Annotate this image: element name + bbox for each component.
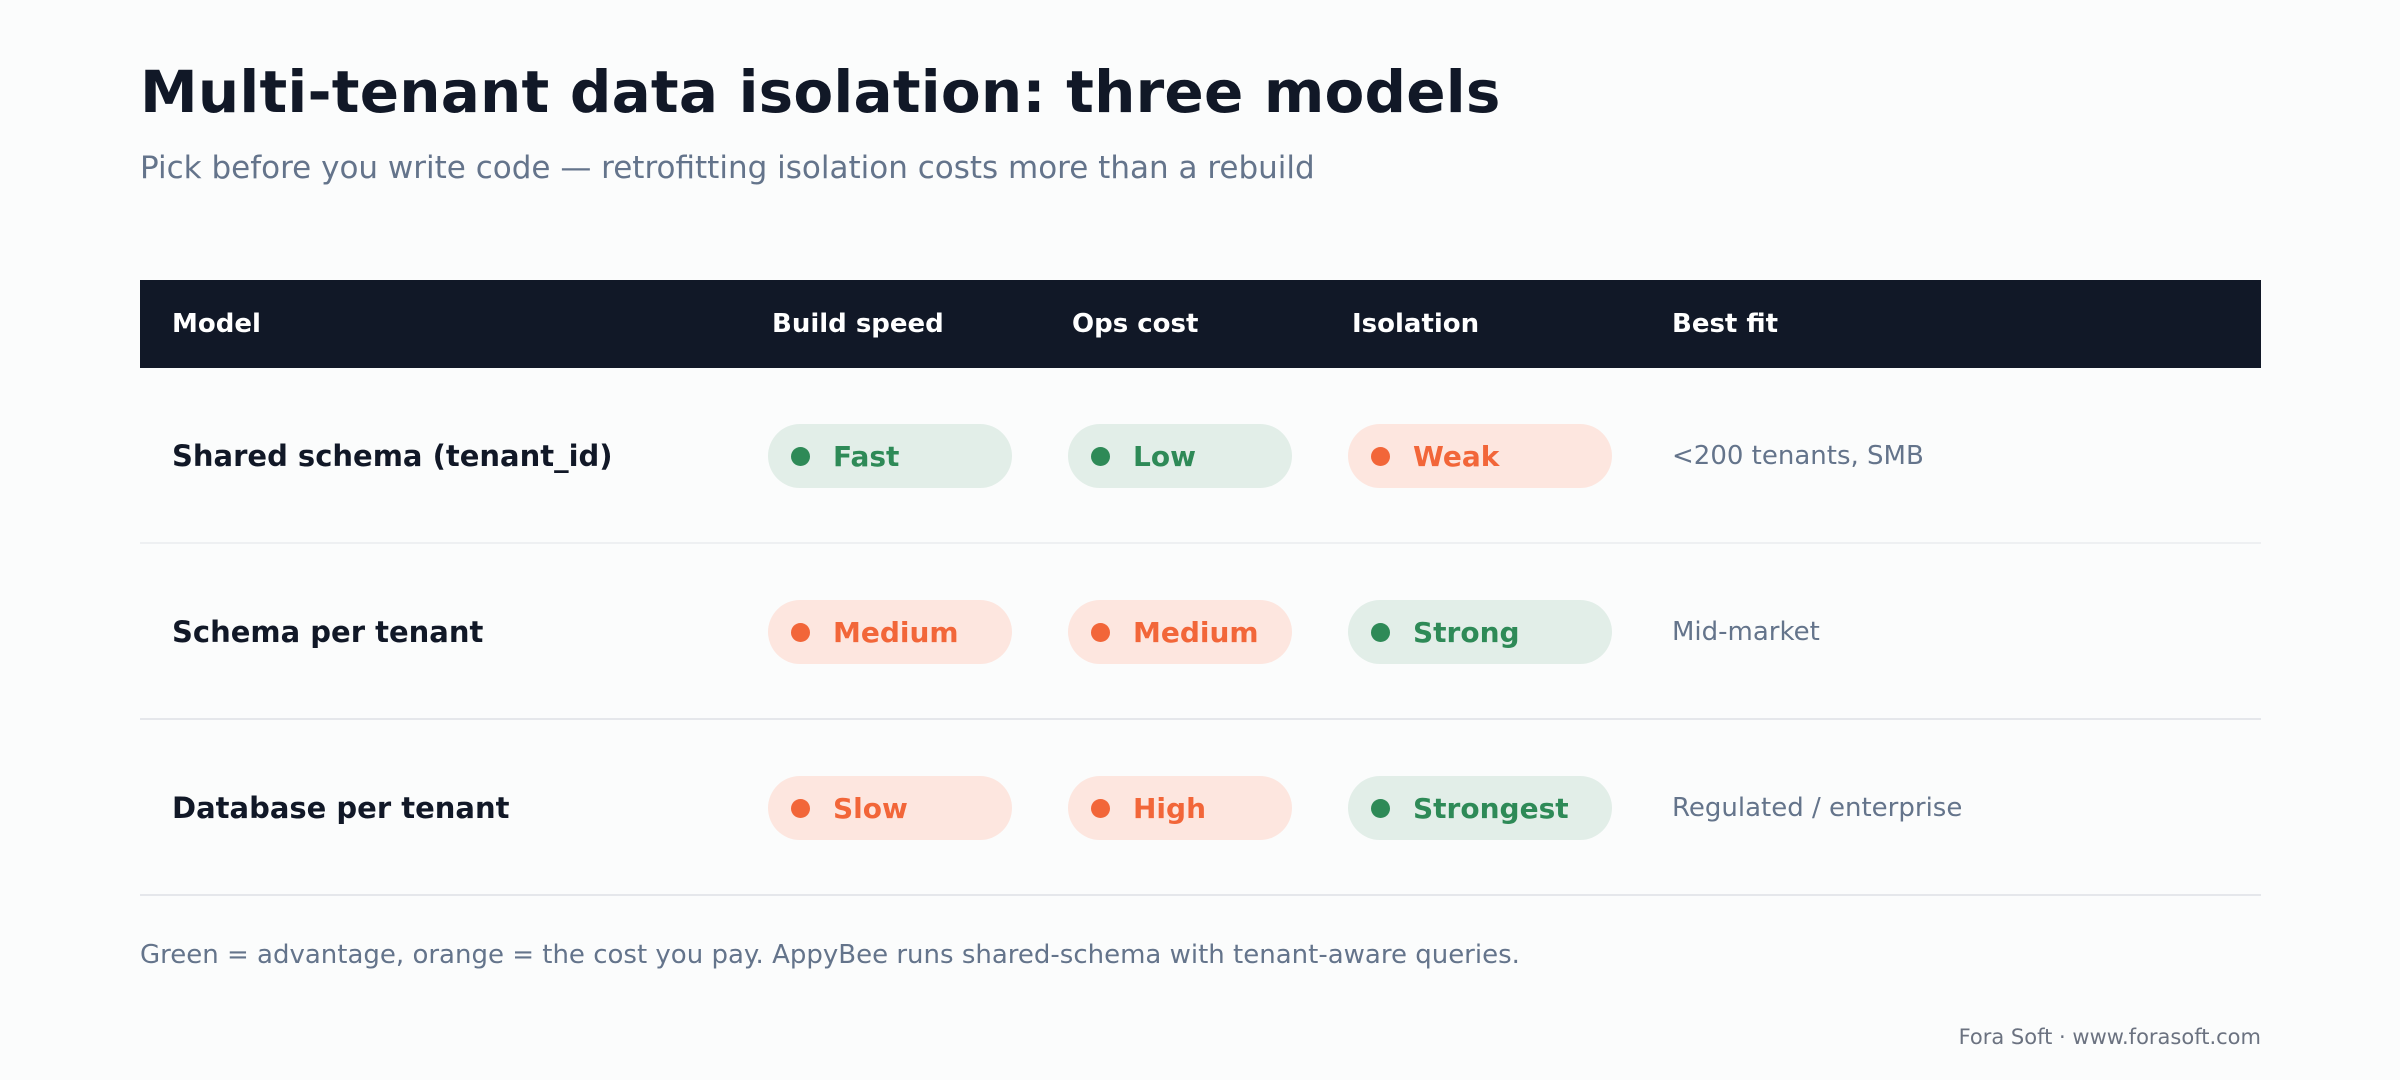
best-fit-text: Mid-market	[1672, 617, 1820, 647]
table-row: Schema per tenant Medium Medium Strong M…	[140, 544, 2261, 720]
status-dot-icon	[1091, 798, 1110, 818]
header-isolation: Isolation	[1352, 309, 1480, 339]
model-name: Database per tenant	[172, 791, 510, 825]
status-dot-icon	[791, 622, 810, 642]
legend-footnote: Green = advantage, orange = the cost you…	[140, 940, 1520, 970]
status-dot-icon	[1371, 622, 1390, 642]
status-dot-icon	[1091, 622, 1110, 642]
table-row: Shared schema (tenant_id) Fast Low Weak …	[140, 368, 2261, 544]
badge-label: High	[1133, 791, 1207, 825]
status-dot-icon	[791, 798, 810, 818]
page-title: Multi-tenant data isolation: three model…	[140, 58, 1501, 126]
status-dot-icon	[1371, 798, 1390, 818]
table-header: Model Build speed Ops cost Isolation Bes…	[140, 280, 2261, 368]
model-name: Shared schema (tenant_id)	[172, 439, 613, 473]
isolation-badge: Strongest	[1348, 776, 1612, 840]
best-fit-text: <200 tenants, SMB	[1672, 441, 1924, 471]
isolation-badge: Strong	[1348, 600, 1612, 664]
ops-cost-badge: High	[1068, 776, 1292, 840]
build-speed-badge: Slow	[768, 776, 1012, 840]
header-best-fit: Best fit	[1672, 309, 1779, 339]
ops-cost-badge: Medium	[1068, 600, 1292, 664]
badge-label: Strongest	[1413, 791, 1569, 825]
build-speed-badge: Fast	[768, 424, 1012, 488]
build-speed-badge: Medium	[768, 600, 1012, 664]
badge-label: Fast	[833, 439, 900, 473]
table-row: Database per tenant Slow High Strongest …	[140, 720, 2261, 896]
comparison-table: Model Build speed Ops cost Isolation Bes…	[140, 280, 2261, 896]
isolation-badge: Weak	[1348, 424, 1612, 488]
page-subtitle: Pick before you write code — retrofittin…	[140, 150, 1315, 186]
credit-text: Fora Soft · www.forasoft.com	[1958, 1025, 2261, 1049]
badge-label: Weak	[1413, 439, 1500, 473]
header-build-speed: Build speed	[772, 309, 944, 339]
status-dot-icon	[791, 446, 810, 466]
badge-label: Medium	[833, 615, 959, 649]
badge-label: Strong	[1413, 615, 1520, 649]
model-name: Schema per tenant	[172, 615, 484, 649]
status-dot-icon	[1091, 446, 1110, 466]
badge-label: Slow	[833, 791, 908, 825]
header-model: Model	[172, 309, 261, 339]
badge-label: Low	[1133, 439, 1196, 473]
badge-label: Medium	[1133, 615, 1259, 649]
best-fit-text: Regulated / enterprise	[1672, 793, 1963, 823]
status-dot-icon	[1371, 446, 1390, 466]
header-ops-cost: Ops cost	[1072, 309, 1199, 339]
ops-cost-badge: Low	[1068, 424, 1292, 488]
